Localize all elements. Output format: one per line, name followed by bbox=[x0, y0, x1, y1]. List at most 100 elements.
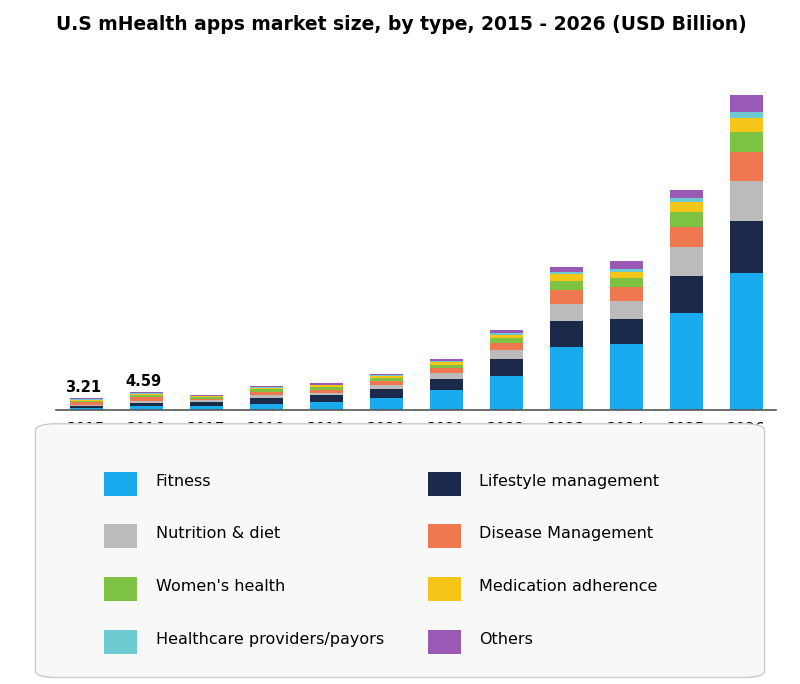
Bar bbox=[250, 404, 282, 410]
Bar bbox=[104, 577, 137, 601]
Text: Medication adherence: Medication adherence bbox=[479, 579, 658, 594]
Text: Fitness: Fitness bbox=[156, 474, 211, 488]
Bar bbox=[430, 391, 462, 410]
Bar bbox=[250, 398, 282, 404]
Bar bbox=[730, 118, 762, 132]
Bar bbox=[370, 378, 402, 381]
Bar bbox=[310, 395, 342, 402]
Bar bbox=[370, 385, 402, 389]
Bar bbox=[190, 400, 222, 402]
Bar bbox=[610, 287, 642, 302]
Bar bbox=[490, 359, 522, 376]
FancyBboxPatch shape bbox=[35, 423, 765, 677]
Bar bbox=[190, 397, 222, 399]
Text: Others: Others bbox=[479, 632, 533, 646]
Bar bbox=[370, 373, 402, 376]
Bar bbox=[430, 373, 462, 379]
Bar bbox=[250, 389, 282, 392]
Bar bbox=[310, 393, 342, 395]
Bar bbox=[670, 189, 702, 198]
Bar bbox=[430, 359, 462, 360]
Bar bbox=[670, 247, 702, 276]
Bar bbox=[370, 381, 402, 385]
Bar bbox=[70, 401, 102, 402]
Bar bbox=[550, 290, 582, 304]
Bar bbox=[610, 319, 642, 345]
Bar bbox=[310, 402, 342, 410]
Bar bbox=[190, 399, 222, 400]
Bar bbox=[310, 387, 342, 390]
Bar bbox=[70, 408, 102, 410]
Bar bbox=[430, 379, 462, 391]
Bar bbox=[250, 395, 282, 398]
Bar bbox=[610, 272, 642, 278]
Text: Lifestyle management: Lifestyle management bbox=[479, 474, 659, 488]
Bar bbox=[310, 383, 342, 384]
Bar bbox=[670, 313, 702, 410]
Bar bbox=[370, 398, 402, 410]
Bar bbox=[730, 95, 762, 112]
Bar bbox=[104, 472, 137, 495]
Bar bbox=[70, 405, 102, 406]
Bar bbox=[250, 388, 282, 389]
Bar bbox=[490, 333, 522, 334]
Bar bbox=[70, 399, 102, 401]
Bar bbox=[550, 267, 582, 272]
Bar bbox=[250, 392, 282, 395]
Bar bbox=[730, 221, 762, 273]
Bar bbox=[490, 376, 522, 410]
Bar bbox=[430, 362, 462, 365]
Bar bbox=[730, 273, 762, 410]
Bar bbox=[427, 472, 461, 495]
Bar bbox=[670, 276, 702, 313]
Bar bbox=[130, 402, 162, 403]
Bar bbox=[550, 304, 582, 321]
Bar bbox=[490, 338, 522, 343]
Bar bbox=[104, 629, 137, 654]
Bar bbox=[70, 402, 102, 405]
Bar bbox=[670, 213, 702, 227]
Text: Healthcare providers/payors: Healthcare providers/payors bbox=[156, 632, 384, 646]
Bar bbox=[730, 153, 762, 181]
Bar bbox=[670, 227, 702, 247]
Bar bbox=[130, 403, 162, 406]
Text: Nutrition & diet: Nutrition & diet bbox=[156, 527, 280, 541]
Bar bbox=[190, 402, 222, 406]
Bar bbox=[130, 391, 162, 393]
Bar bbox=[610, 269, 642, 272]
Text: U.S mHealth apps market size, by type, 2015 - 2026 (USD Billion): U.S mHealth apps market size, by type, 2… bbox=[56, 15, 746, 34]
Bar bbox=[70, 397, 102, 399]
Bar bbox=[490, 334, 522, 338]
Bar bbox=[430, 368, 462, 373]
Bar bbox=[130, 397, 162, 402]
Bar bbox=[670, 198, 702, 202]
Bar bbox=[310, 386, 342, 387]
Bar bbox=[490, 350, 522, 359]
Bar bbox=[190, 396, 222, 397]
Bar bbox=[490, 343, 522, 350]
Bar bbox=[427, 629, 461, 654]
Bar bbox=[550, 274, 582, 281]
Bar bbox=[670, 202, 702, 213]
Bar bbox=[610, 278, 642, 287]
Bar bbox=[610, 345, 642, 410]
Bar bbox=[190, 406, 222, 410]
Bar bbox=[104, 524, 137, 549]
Bar bbox=[427, 577, 461, 601]
Bar bbox=[130, 394, 162, 395]
Bar bbox=[370, 376, 402, 378]
Bar bbox=[730, 181, 762, 221]
Bar bbox=[610, 302, 642, 319]
Bar bbox=[370, 389, 402, 398]
Text: Disease Management: Disease Management bbox=[479, 527, 654, 541]
Bar bbox=[310, 384, 342, 386]
Bar bbox=[430, 365, 462, 368]
Bar bbox=[730, 112, 762, 118]
Bar bbox=[730, 132, 762, 153]
Bar bbox=[250, 386, 282, 387]
Bar bbox=[550, 321, 582, 347]
Bar bbox=[427, 524, 461, 549]
Bar bbox=[610, 261, 642, 269]
Bar bbox=[550, 272, 582, 274]
Text: 3.21: 3.21 bbox=[65, 380, 101, 395]
